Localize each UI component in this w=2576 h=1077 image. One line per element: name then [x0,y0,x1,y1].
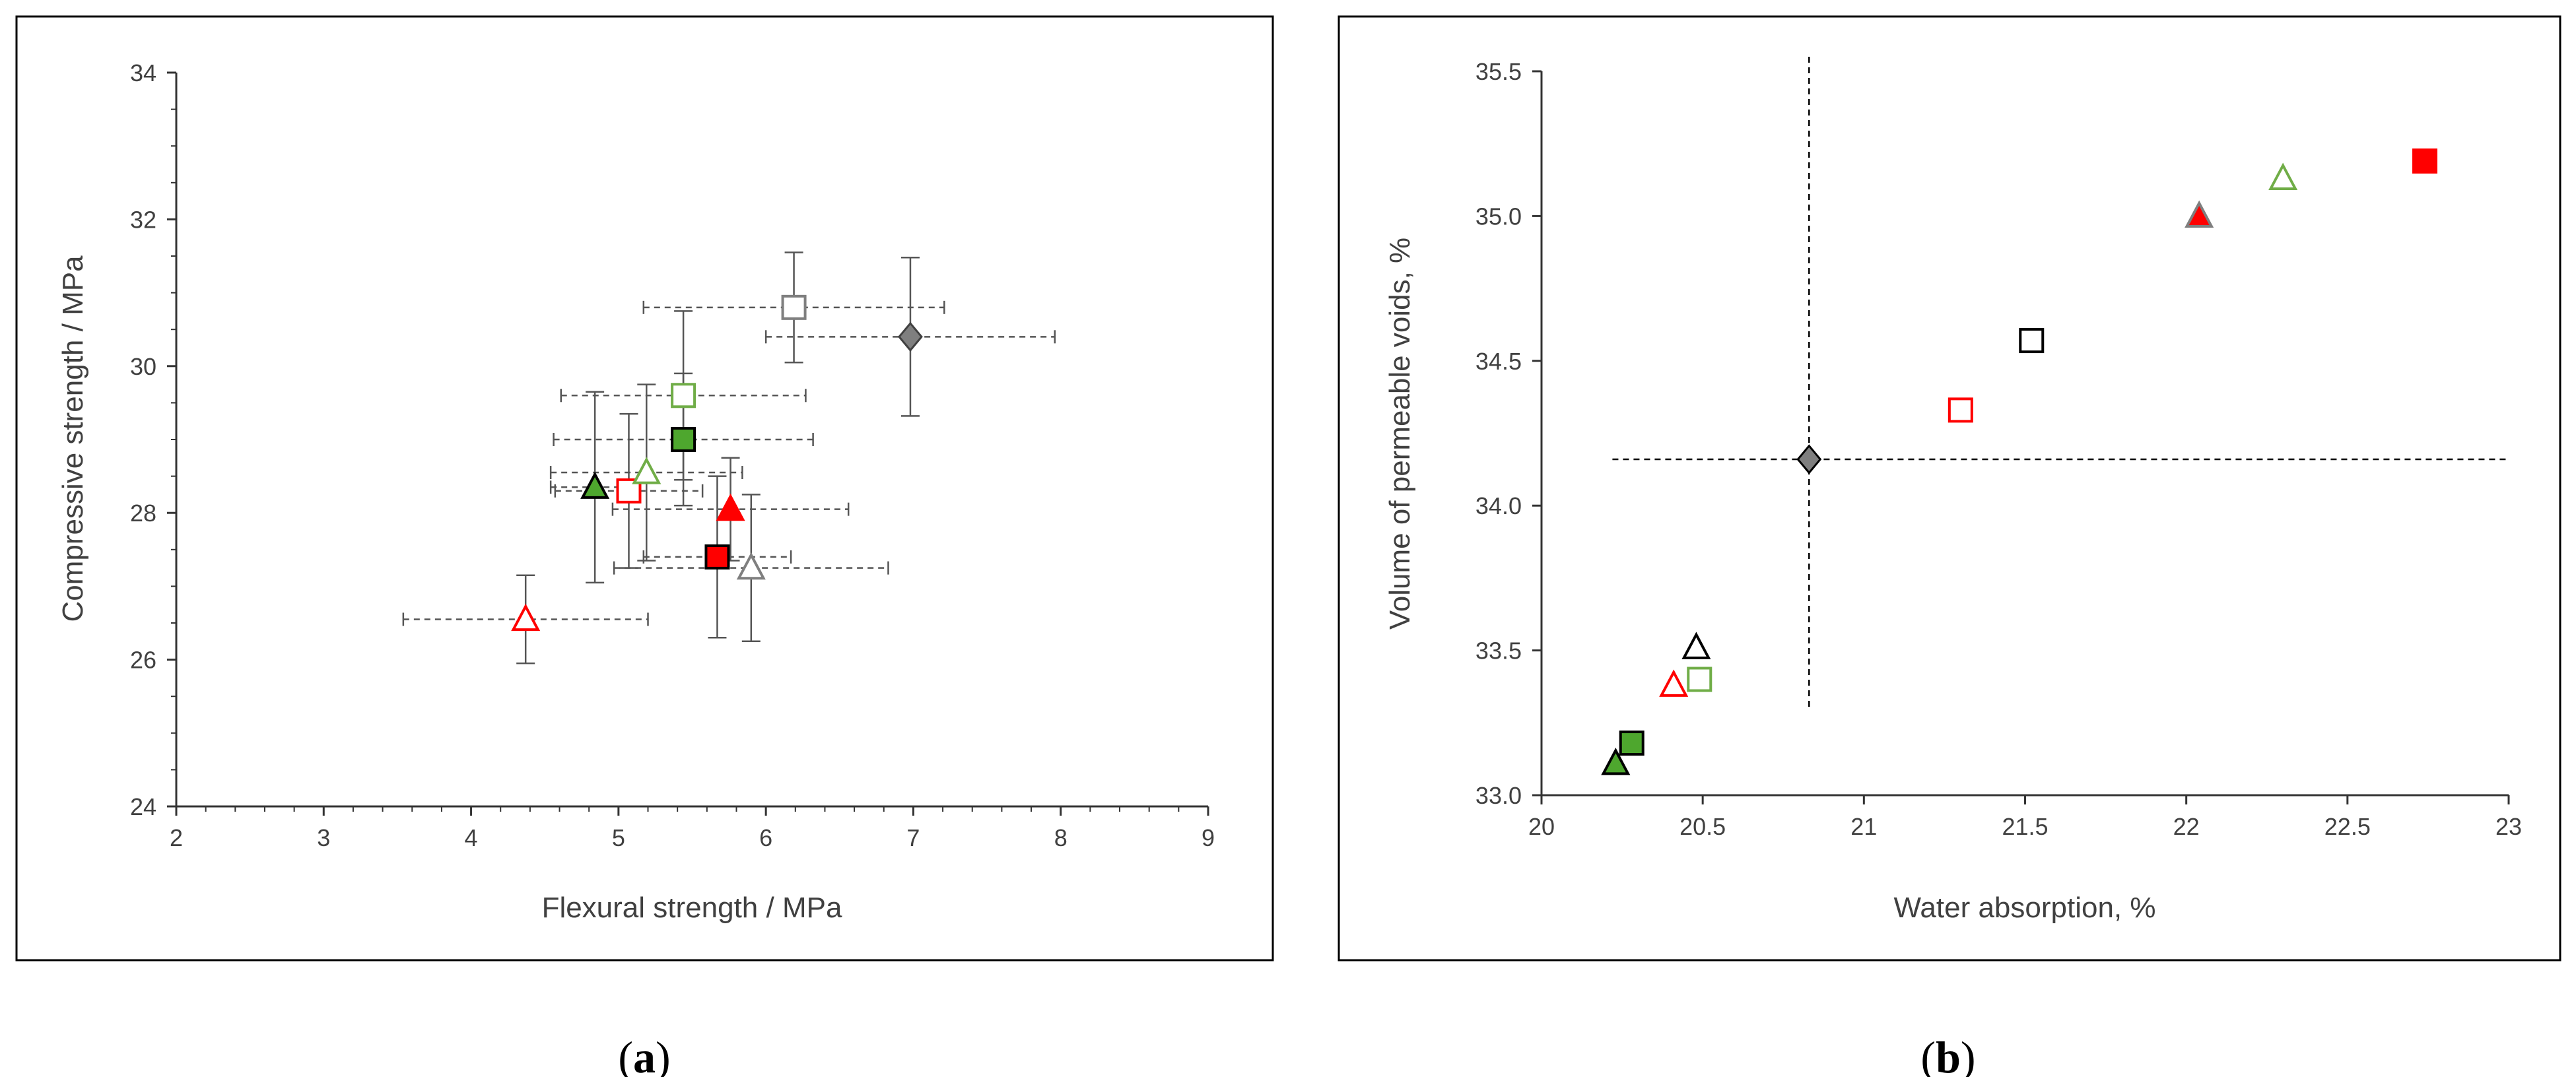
panel-a-y-tick-label: 34 [130,59,156,86]
caption-a: (a) [618,1032,670,1077]
panel-b-x-tick-label: 22 [2173,813,2200,840]
panel-a-y-tick-label: 24 [130,793,156,820]
panel-a-y-axis-title: Compressive strength / MPa [57,255,89,622]
panel-a-x-tick-label: 2 [170,824,183,851]
panel-a-point-square [671,383,696,408]
panel-b-y-axis-title: Volume of permeable voids, % [1384,238,1416,630]
panel-b-point-square [1619,731,1644,756]
panel-a-x-tick-label: 6 [759,824,772,851]
panel-b-y-tick-label: 35.5 [1475,58,1522,85]
caption-b-letter: b [1936,1032,1961,1077]
panel-b-point-diamond [1796,444,1822,474]
panel-a-point-triangle [511,603,541,632]
panel-b-point-triangle [2185,200,2214,228]
panel-a-x-tick-label: 5 [612,824,625,851]
panel-b-point-triangle [2268,162,2298,190]
panel-b-y-tick-label: 33.5 [1475,637,1522,665]
panel-b-point-square [2019,328,2045,354]
panel-a-point-triangle [580,471,610,499]
caption-b: (b) [1920,1032,1975,1077]
panel-a-y-tick-label: 32 [130,206,156,233]
panel-b-y-tick-label: 34.0 [1475,492,1522,519]
panel-a-point-triangle [632,457,661,484]
panel-b-x-tick-label: 20 [1528,813,1555,840]
panel-b-frame [1338,15,2561,962]
panel-b-y-tick-label: 34.5 [1475,348,1522,375]
panel-b-x-tick-label: 21 [1850,813,1877,840]
panel-b: 20 20.5 21 21.5 22 22.5 23 33.0 33.5 34.0 34.5 35.0… [1338,15,2561,962]
panel-a-x-tick-label: 3 [317,824,330,851]
panel-b-y-tick-label: 35.0 [1475,203,1522,230]
panel-a-point-triangle [716,493,745,521]
panel-a-y-tick-label: 28 [130,500,156,527]
panel-a-x-tick-label: 9 [1202,824,1215,851]
panel-b-x-tick-label: 21.5 [2002,813,2048,840]
panel-b-x-tick-label: 23 [2495,813,2522,840]
panel-a-x-axis-title: Flexural strength / MPa [542,892,842,924]
panel-b-x-tick-label: 22.5 [2324,813,2371,840]
panel-b-x-tick-label: 20.5 [1679,813,1726,840]
panel-b-point-square [1687,667,1712,692]
panel-a-frame [15,15,1274,962]
panel-a-x-tick-label: 8 [1054,824,1068,851]
panel-b-point-square [1948,397,1973,423]
caption-a-letter: a [633,1032,656,1077]
panel-b-x-axis-title: Water absorption, % [1894,892,2156,924]
panel-a-point-square [781,294,807,320]
panel-a-point-square [704,544,730,570]
panel-a-y-tick-label: 26 [130,647,156,674]
panel-a-point-triangle [736,552,766,580]
panel-b-point-square [2412,148,2438,174]
panel-a-y-tick-label: 30 [130,353,156,380]
panel-a-x-tick-label: 4 [465,824,478,851]
panel-a-point-diamond [898,321,923,352]
panel-b-y-tick-label: 33.0 [1475,782,1522,809]
panel-b-point-triangle [1601,747,1631,775]
panel-b-point-triangle [1681,632,1711,659]
panel-b-point-triangle [1659,669,1689,697]
panel-a-x-tick-label: 7 [906,824,920,851]
panel-a-point-square [671,427,696,452]
